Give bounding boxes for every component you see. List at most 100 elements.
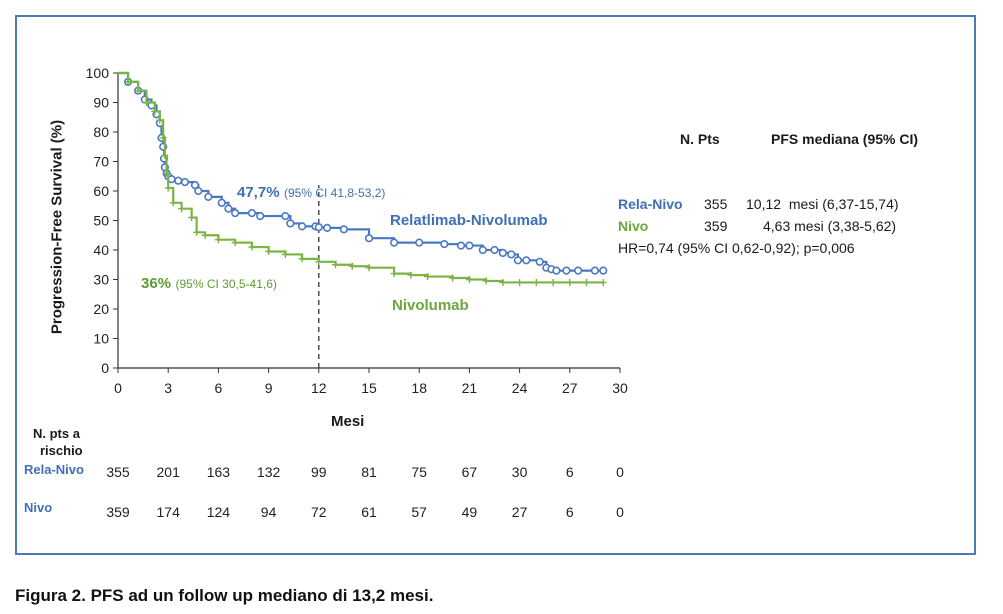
rela-ci: (95% CI 41,8-53,2) [284, 186, 386, 200]
risk-rela-value: 67 [461, 464, 478, 480]
nivo-censor-mark [281, 250, 289, 258]
nivo-survival-curve [118, 71, 604, 284]
x-tick-label: 21 [462, 380, 478, 396]
figure-caption: Figura 2. PFS ad un follow up mediano di… [15, 586, 434, 605]
summary-nivo-name: Nivo [618, 218, 649, 234]
risk-nivo-value: 124 [206, 504, 231, 520]
risk-rela-value: 163 [206, 464, 231, 480]
summary-col-pts: N. Pts [680, 131, 720, 147]
rela-nivo-censor-mark [498, 248, 507, 258]
y-tick-label: 50 [93, 213, 109, 229]
x-axis-title: Mesi [331, 413, 365, 430]
summary-hr: HR=0,74 (95% CI 0,62-0,92); p=0,006 [618, 240, 855, 256]
rela-nivo-censor-mark [247, 209, 256, 218]
risk-title-line2: rischio [40, 443, 83, 458]
risk-rela-value: 30 [511, 464, 528, 480]
rela-nivo-censor-mark [256, 211, 265, 221]
nivo-censor-mark [156, 116, 164, 124]
nivo-censor-mark [516, 278, 524, 286]
nivo-censor-mark [532, 278, 540, 286]
nivo-censor-mark [159, 134, 167, 142]
rela-nivo-censor-mark [535, 257, 544, 266]
risk-nivo-value: 49 [461, 504, 478, 520]
summary-rela-name: Rela-Nivo [618, 196, 683, 212]
rela-nivo-censor-mark [314, 223, 323, 232]
x-tick-label: 12 [311, 380, 327, 396]
y-tick-label: 0 [101, 360, 109, 376]
risk-nivo-value: 27 [511, 504, 528, 520]
nivo-censor-mark [169, 199, 177, 207]
nivo-censor-mark [248, 243, 256, 251]
rela-nivo-censor-mark [562, 266, 571, 275]
y-axis-title: Progression-Free Survival (%) [48, 119, 66, 335]
nivo-censor-mark [449, 274, 457, 282]
rela-nivo-censor-mark [286, 219, 295, 228]
rela-nivo-censor-mark [440, 240, 449, 249]
rela-nivo-censor-mark [224, 204, 233, 213]
y-tick-label: 60 [93, 183, 109, 199]
rela-nivo-censor-mark [415, 238, 424, 247]
nivo-censor-mark [188, 214, 196, 222]
nivo-censor-mark [465, 276, 473, 283]
nivo-censor-mark [549, 278, 557, 286]
x-tick-label: 27 [562, 380, 578, 396]
nivo-censor-mark [407, 271, 415, 279]
risk-rela-value: 0 [616, 464, 624, 480]
rela-pct: 47,7% [237, 184, 280, 201]
risk-title-line1: N. pts a [33, 426, 80, 441]
nivo-censor-mark [151, 107, 159, 115]
nivo-censor-mark [201, 231, 209, 239]
y-tick-label: 20 [93, 301, 109, 317]
risk-rela-value: 99 [311, 464, 327, 480]
x-tick-label: 6 [215, 380, 223, 396]
nivo-censor-mark [348, 262, 356, 270]
nivo-censor-mark [583, 278, 591, 286]
nivo-censor-mark [332, 261, 340, 269]
x-tick-label: 30 [612, 380, 628, 396]
rela-nivo-censor-mark [590, 266, 600, 275]
risk-nivo-value: 0 [616, 504, 624, 520]
rela-annotation: 47,7% (95% CI 41,8-53,2) [237, 184, 385, 202]
nivo-curve-label: Nivolumab [392, 297, 469, 314]
nivo-censor-mark [231, 239, 239, 247]
summary-nivo-pfs: 4,63 mesi (3,38-5,62) [763, 218, 897, 234]
nivo-censor-mark [599, 278, 607, 286]
risk-nivo-value: 94 [260, 504, 277, 520]
rela-nivo-censor-mark [490, 245, 499, 255]
nivo-censor-mark [499, 278, 507, 286]
x-tick-label: 3 [164, 380, 172, 396]
x-tick-label: 9 [265, 380, 273, 396]
rela-nivo-censor-mark [478, 245, 487, 255]
nivo-censor-mark [365, 264, 373, 272]
rela-nivo-censor-mark [194, 186, 203, 196]
rela-nivo-censor-mark [174, 176, 183, 185]
nivo-censor-mark [214, 236, 222, 244]
risk-rela-label: Rela-Nivo [24, 462, 84, 477]
risk-nivo-value: 61 [361, 504, 377, 520]
nivo-censor-mark [315, 258, 323, 266]
rela-nivo-censor-mark [574, 266, 583, 275]
y-tick-label: 10 [93, 331, 109, 347]
risk-nivo-value: 6 [565, 504, 574, 520]
risk-nivo-value: 57 [411, 504, 427, 520]
x-tick-label: 0 [114, 380, 122, 396]
rela-nivo-censor-mark [599, 266, 608, 275]
rela-nivo-censor-mark [217, 198, 226, 207]
nivo-censor-mark [193, 228, 201, 236]
risk-rela-value: 81 [361, 464, 377, 480]
risk-nivo-label: Nivo [24, 500, 53, 515]
y-tick-label: 30 [93, 272, 109, 288]
y-tick-label: 70 [93, 154, 109, 170]
x-tick-label: 15 [361, 380, 377, 396]
nivo-pct: 36% [141, 275, 172, 292]
nivo-censor-mark [163, 169, 171, 177]
summary-col-pfs: PFS mediana (95% CI) [771, 131, 919, 147]
nivo-censor-mark [161, 152, 169, 160]
rela-nivo-censor-mark [456, 241, 466, 250]
nivo-censor-mark [482, 277, 490, 285]
rela-nivo-censor-mark [364, 234, 374, 243]
summary-rela-pts: 355 [704, 196, 728, 212]
summary-nivo-pts: 359 [704, 218, 728, 234]
nivo-censor-mark [178, 205, 186, 213]
y-tick-label: 80 [93, 124, 109, 140]
